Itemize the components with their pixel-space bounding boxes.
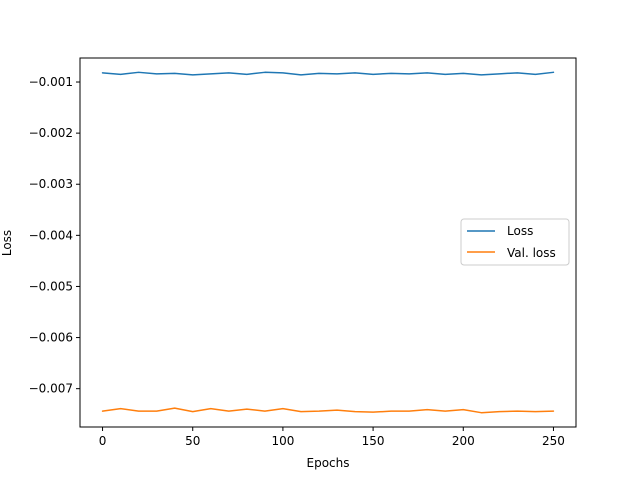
plot-frame [79, 57, 577, 428]
x-tick-label: 100 [271, 434, 294, 448]
x-tick-label: 150 [362, 434, 385, 448]
y-tick-label: −0.007 [29, 382, 73, 396]
legend: Loss Val. loss [460, 218, 570, 266]
x-axis-ticks: 0 50 100 150 200 250 [99, 427, 565, 448]
y-axis-ticks: −0.001 −0.002 −0.003 −0.004 −0.005 −0.006 −0.0… [29, 75, 80, 396]
legend-label-loss: Loss [507, 224, 533, 238]
series-line-loss [101, 71, 555, 76]
y-axis-label: Loss [0, 230, 14, 256]
series-line-val-loss [101, 407, 555, 414]
x-tick-label: 250 [542, 434, 565, 448]
x-tick-label: 0 [99, 434, 107, 448]
y-tick-label: −0.002 [29, 126, 73, 140]
y-tick-label: −0.005 [29, 279, 73, 293]
y-tick-label: −0.004 [29, 228, 73, 242]
x-tick-label: 200 [452, 434, 475, 448]
plot-lines [101, 71, 555, 414]
x-axis-label: Epochs [307, 456, 350, 470]
y-tick-label: −0.006 [29, 331, 73, 345]
y-tick-label: −0.003 [29, 177, 73, 191]
y-tick-label: −0.001 [29, 75, 73, 89]
x-tick-label: 50 [185, 434, 200, 448]
legend-label-val-loss: Val. loss [507, 246, 556, 260]
